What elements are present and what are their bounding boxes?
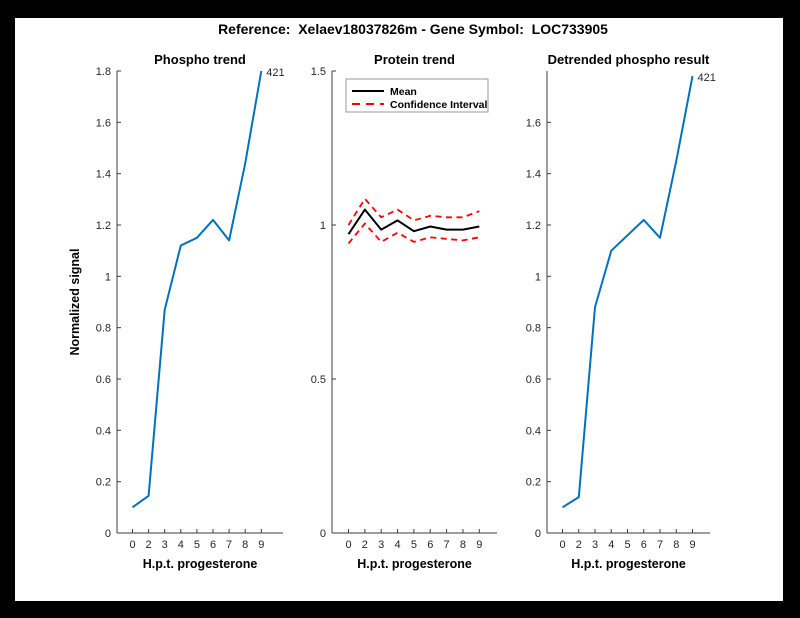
x-tick-label: 5	[411, 539, 417, 551]
y-tick-label: 1.2	[526, 220, 541, 232]
y-tick-label: 0.5	[311, 374, 326, 386]
x-tick-label: 3	[378, 539, 384, 551]
y-tick-label: 0.6	[526, 374, 541, 386]
x-tick-label: 6	[641, 539, 647, 551]
detrended-phospho-signal-line	[561, 75, 694, 509]
y-tick-label: 0.2	[96, 477, 111, 489]
line-end-count-label: 421	[698, 72, 716, 84]
y-tick-label: 1.6	[526, 117, 541, 129]
x-tick-label: 0	[559, 539, 565, 551]
plot-title: Phospho trend	[154, 52, 246, 67]
x-tick-label: 8	[673, 539, 679, 551]
x-tick-label: 0	[345, 539, 351, 551]
x-tick-label: 7	[444, 539, 450, 551]
x-tick-label: 4	[178, 539, 184, 551]
y-tick-label: 0	[320, 528, 326, 540]
x-tick-label: 2	[362, 539, 368, 551]
confidence-interval-lower-line	[347, 222, 480, 245]
phospho-signal-line	[131, 70, 263, 509]
x-tick-label: 0	[129, 539, 135, 551]
x-tick-label: 9	[258, 539, 264, 551]
x-tick-label: 5	[194, 539, 200, 551]
x-tick-label: 9	[689, 539, 695, 551]
x-tick-label: 5	[624, 539, 630, 551]
legend-box	[345, 78, 489, 113]
x-axis-label: H.p.t. progesterone	[143, 557, 258, 571]
y-tick-label: 0.8	[526, 323, 541, 335]
y-tick-label: 0.6	[96, 374, 111, 386]
x-tick-label: 4	[394, 539, 400, 551]
y-tick-label: 1.4	[526, 169, 541, 181]
x-tick-label: 6	[427, 539, 433, 551]
x-tick-label: 7	[226, 539, 232, 551]
y-tick-label: 1	[105, 271, 111, 283]
legend-confidence-interval-label: Confidence Interval	[390, 99, 488, 111]
x-tick-label: 9	[476, 539, 482, 551]
x-tick-label: 6	[210, 539, 216, 551]
y-tick-label: 0.4	[96, 425, 111, 437]
y-tick-label: 0.4	[526, 425, 541, 437]
figure-canvas	[15, 18, 783, 601]
y-tick-label: 0	[105, 528, 111, 540]
x-tick-label: 4	[608, 539, 614, 551]
x-tick-label: 8	[242, 539, 248, 551]
x-tick-label: 3	[162, 539, 168, 551]
y-tick-label: 1.5	[311, 66, 326, 78]
y-tick-label: 0	[535, 528, 541, 540]
x-tick-label: 2	[146, 539, 152, 551]
x-tick-label: 3	[592, 539, 598, 551]
y-tick-label: 1.6	[96, 117, 111, 129]
line-end-count-label: 421	[266, 67, 284, 79]
y-tick-label: 1.2	[96, 220, 111, 232]
y-tick-label: 1.8	[96, 66, 111, 78]
y-tick-label: 0.8	[96, 323, 111, 335]
x-tick-label: 7	[657, 539, 663, 551]
x-tick-label: 8	[460, 539, 466, 551]
figure-title: Reference: Xelaev18037826m - Gene Symbol…	[218, 21, 608, 37]
detrended-phospho-result-plot: 00.20.40.60.811.21.41.60 2 3 4 5 6 7 8 9Detrende…	[526, 52, 716, 571]
plot-title: Detrended phospho result	[548, 52, 710, 67]
plot-title: Protein trend	[374, 52, 455, 67]
y-tick-label: 1	[320, 220, 326, 232]
phospho-trend-plot: 00.20.40.60.811.21.41.61.80 2 3 4 5 6 7 8 9Phosp…	[68, 52, 285, 571]
confidence-interval-upper-line	[347, 197, 480, 226]
legend-mean-label: Mean	[390, 86, 417, 98]
y-tick-label: 0.2	[526, 477, 541, 489]
y-tick-label: 1	[535, 271, 541, 283]
x-tick-label: 2	[576, 539, 582, 551]
mean-line	[347, 208, 480, 235]
y-tick-label: 1.4	[96, 169, 111, 181]
x-axis-label: H.p.t. progesterone	[357, 557, 472, 571]
x-axis-label: H.p.t. progesterone	[571, 557, 686, 571]
y-axis-label: Normalized signal	[68, 249, 82, 356]
